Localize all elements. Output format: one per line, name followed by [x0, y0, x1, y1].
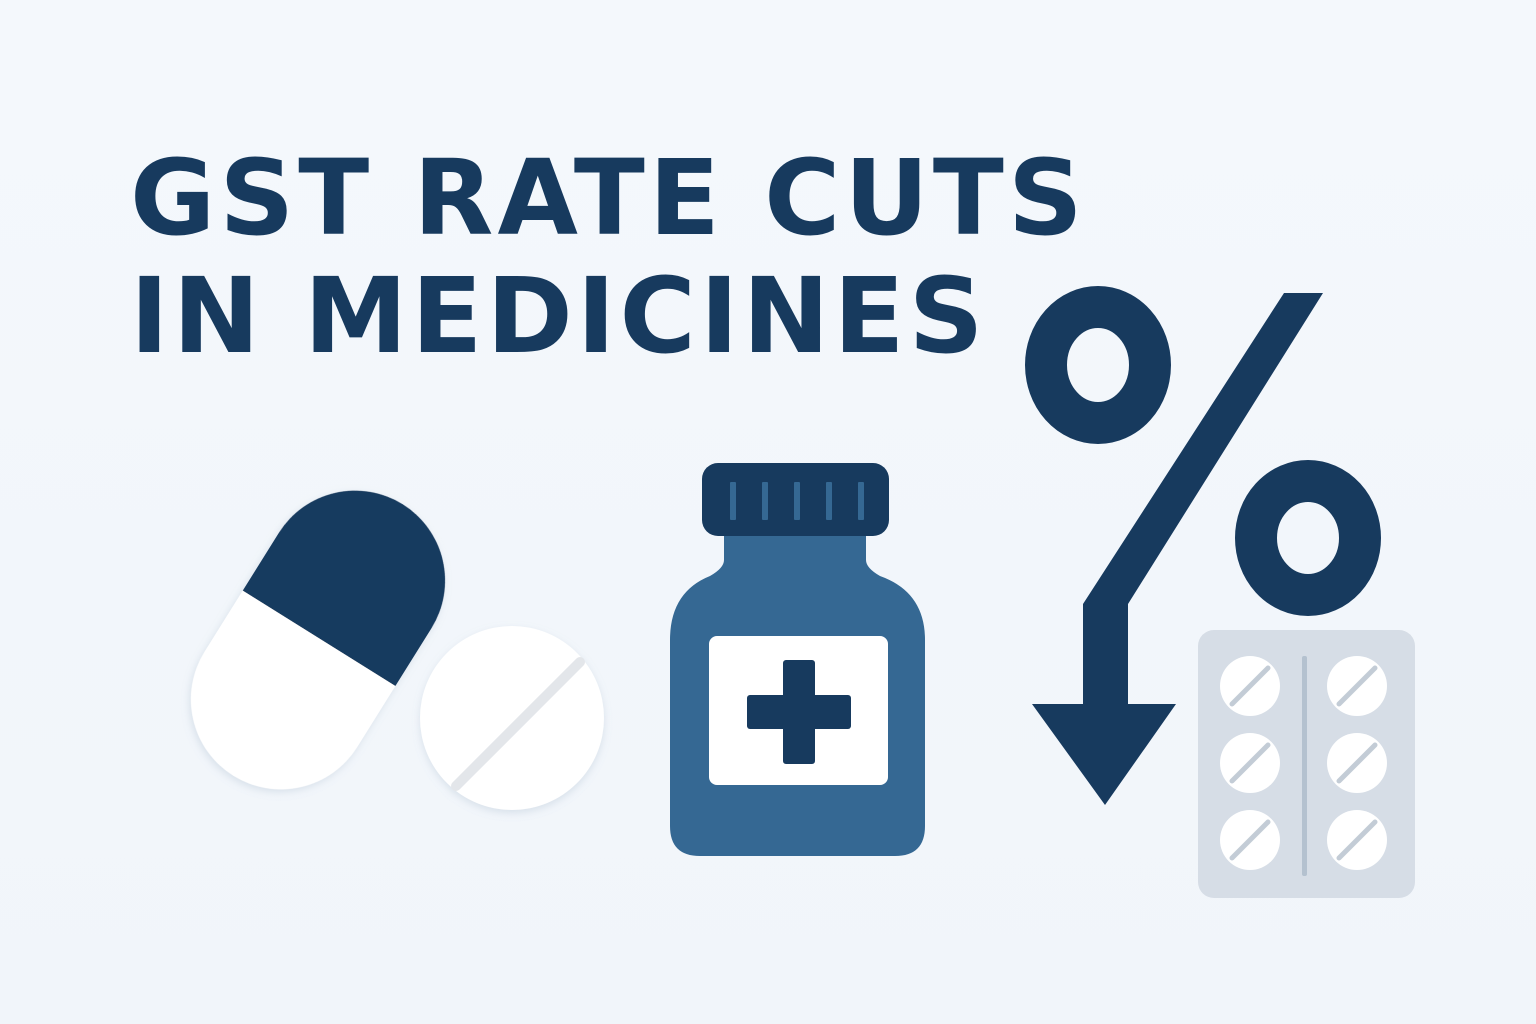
capsule-icon [156, 456, 480, 824]
medical-cross-icon [747, 660, 851, 764]
blister-pack-icon [1198, 630, 1415, 898]
headline-line-2: IN MEDICINES [130, 255, 988, 377]
medicine-bottle-icon [670, 463, 925, 856]
tablet-icon [420, 626, 604, 810]
percent-icon [1025, 286, 1381, 616]
down-arrow-icon [1032, 293, 1323, 805]
headline-line-1: GST RATE CUTS [130, 137, 1087, 259]
